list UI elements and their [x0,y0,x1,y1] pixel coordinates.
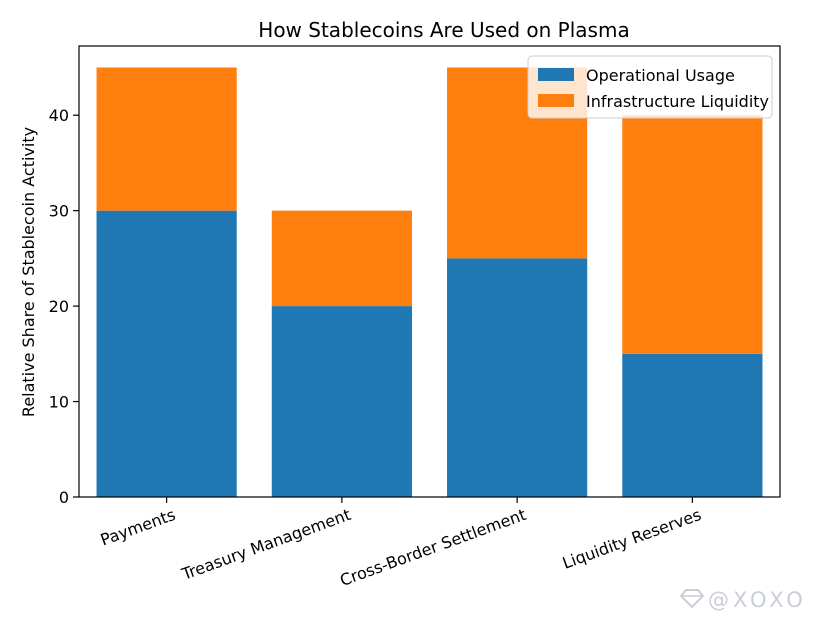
x-tick-label: Liquidity Reserves [560,505,704,573]
y-tick-label: 30 [49,202,69,221]
bar-infrastructure-0 [96,67,237,211]
legend-swatch [538,68,574,81]
x-tick-label: Cross-Border Settlement [337,505,528,590]
y-tick-label: 20 [49,297,69,316]
x-tick-label: Treasury Management [178,505,353,584]
bar-operational-2 [447,258,588,497]
y-tick-label: 40 [49,106,69,125]
y-tick-label: 0 [59,488,69,507]
x-axis: Payments Treasury ManagementCross-Border … [98,497,704,590]
bar-operational-3 [622,353,763,497]
chart-title: How Stablecoins Are Used on Plasma [258,18,629,42]
plot-frame [78,45,781,498]
diamond-logo-icon [679,588,705,613]
bar-infrastructure-1 [271,210,412,307]
y-axis-label: Relative Share of Stablecoin Activity [19,127,38,417]
legend-swatch [538,94,574,107]
y-axis: 0 10 20 30 40 [49,106,79,507]
legend: Operational Usage Infrastructure Liquidit… [527,55,773,119]
x-tick-label: Payments [98,505,178,550]
legend-label: Operational Usage [586,66,735,85]
legend-box [527,55,773,119]
bar-infrastructure-3 [622,115,763,354]
legend-label: Infrastructure Liquidity [586,92,769,111]
watermark: @XOXO [679,584,807,616]
bars-group [96,67,763,497]
bar-operational-1 [271,306,412,497]
watermark-text: @XOXO [708,588,807,612]
y-tick-label: 10 [49,393,69,412]
bar-operational-0 [96,210,237,497]
